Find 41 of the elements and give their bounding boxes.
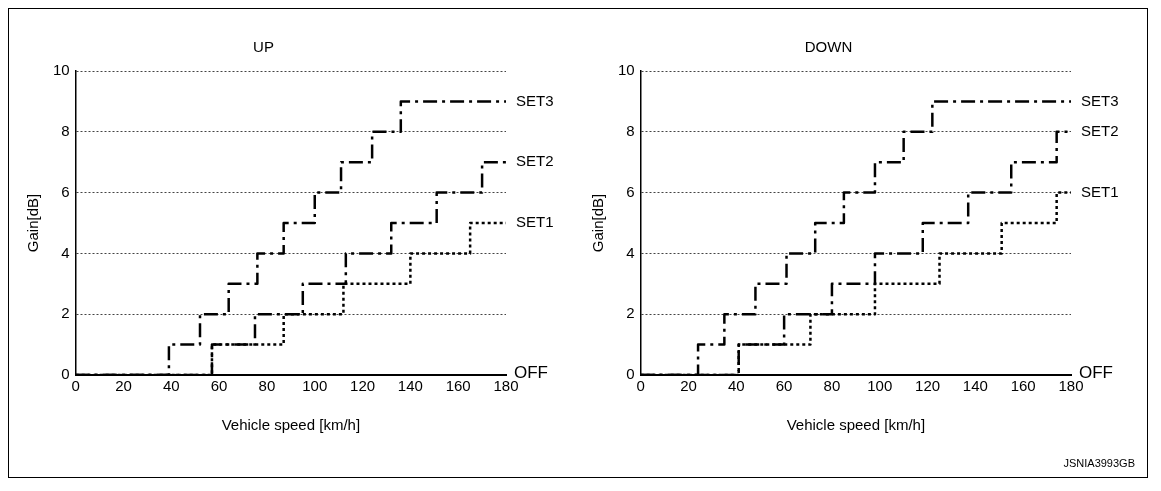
y-tick-label: 2 [626,304,635,322]
x-tick-label: 100 [302,377,328,395]
series-label: SET2 [1081,121,1119,139]
chart-title: UP [253,38,274,56]
x-axis-title: Vehicle speed [km/h] [786,416,926,434]
x-tick-label: 20 [115,377,132,395]
x-axis-title: Vehicle speed [km/h] [221,416,361,434]
x-tick-label: 140 [397,377,423,395]
y-axis-title: Gain[dB] [24,193,42,253]
y-tick-label: 0 [626,365,635,383]
chart-title: DOWN [804,38,853,56]
x-tick-label: 20 [680,377,697,395]
x-tick-label: 160 [445,377,471,395]
series-label: SET1 [1081,182,1119,200]
y-tick-label: 0 [61,365,70,383]
x-tick-label: 120 [915,377,941,395]
y-tick-label: 6 [61,182,70,200]
y-tick-label: 6 [626,182,635,200]
text: JSNIA3993GB [1063,457,1135,469]
y-tick-label: 8 [626,121,635,139]
x-tick-label: 120 [350,377,376,395]
x-tick-label: 140 [962,377,988,395]
y-tick-label: 10 [618,61,635,79]
y-tick-label: 4 [626,243,635,261]
x-tick-label: 40 [162,377,180,395]
x-tick-label: 60 [775,377,793,395]
y-tick-label: 8 [61,121,70,139]
x-tick-label: 80 [258,377,276,395]
y-tick-label: 10 [53,61,70,79]
y-tick-label: 2 [61,304,70,322]
x-tick-label: 160 [1010,377,1036,395]
x-tick-label: 60 [210,377,228,395]
series-label: SET1 [516,213,554,231]
x-tick-label: 40 [727,377,745,395]
y-tick-label: 4 [61,243,70,261]
series-label: SET2 [516,152,554,170]
x-tick-label: 80 [823,377,841,395]
y-axis-title: Gain[dB] [589,193,607,253]
x-tick-label: 100 [867,377,893,395]
series-label: SET3 [516,91,554,109]
series-label: SET3 [1081,91,1119,109]
